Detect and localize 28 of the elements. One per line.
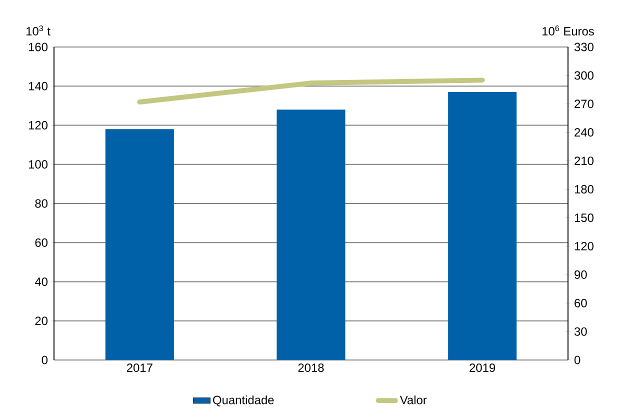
y-tick-label: 40 xyxy=(34,278,48,286)
y2-tick-label: 60 xyxy=(574,298,587,308)
y-tick-label: 0 xyxy=(42,356,48,364)
y-tick-label: 160 xyxy=(28,42,48,52)
y2-tick-label: 120 xyxy=(574,242,594,250)
y-tick-label: 60 xyxy=(35,238,48,247)
y-tick-label: 140 xyxy=(28,82,48,90)
y2-tick-label: 210 xyxy=(574,156,594,166)
y2-tick-label: 180 xyxy=(574,185,594,194)
y-tick-label: 100 xyxy=(28,160,48,169)
y2-tick-label: 30 xyxy=(574,327,587,336)
legend-label: Valor xyxy=(400,395,427,404)
x-tick-label: 2019 xyxy=(470,364,496,372)
y-axis-title: 10$^{3}$ t xyxy=(26,25,50,36)
x-tick-label: 2018 xyxy=(298,364,324,372)
y2-axis-title: 10$^{6}$ Euros xyxy=(542,25,594,36)
y2-tick-label: 270 xyxy=(574,100,594,108)
y-tick-label: 20 xyxy=(35,316,48,326)
y-tick-label: 80 xyxy=(35,199,48,208)
y2-tick-label: 240 xyxy=(574,128,594,137)
y2-tick-label: 300 xyxy=(574,71,594,80)
y2-tick-label: 150 xyxy=(574,213,594,222)
x-tick-label: 2017 xyxy=(126,364,152,372)
y2-tick-label: 0 xyxy=(574,356,580,364)
y2-tick-label: 330 xyxy=(574,42,594,52)
y2-tick-label: 90 xyxy=(574,270,587,279)
legend-label: Quantidade xyxy=(213,395,274,406)
y-tick-label: 120 xyxy=(28,121,48,130)
